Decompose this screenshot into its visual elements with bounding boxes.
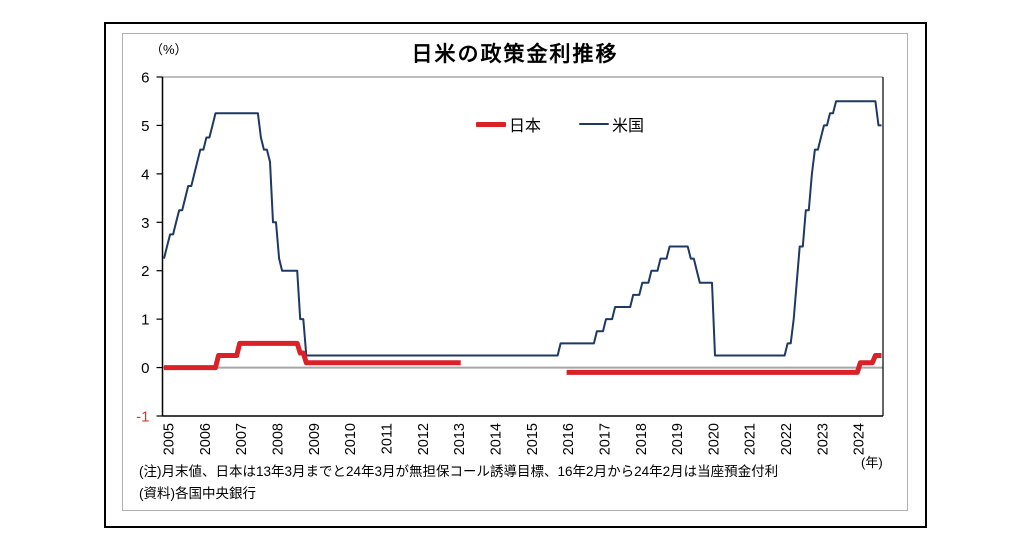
legend-item-us: 米国 <box>579 112 644 136</box>
source-text: (資料)各国中央銀行 <box>139 486 256 501</box>
y-tick-label: 1 <box>141 312 149 329</box>
x-axis-unit-label: (年) <box>861 455 883 470</box>
x-tick-label: 2015 <box>525 423 541 455</box>
x-tick-label: 2018 <box>634 423 650 455</box>
x-tick-label: 2006 <box>198 423 214 455</box>
x-tick-label: 2014 <box>488 423 504 455</box>
y-tick-label: 5 <box>141 118 149 135</box>
x-tick-label: 2016 <box>561 423 577 455</box>
chart-notes: (注)月末値、日本は13年3月までと24年3月が無担保コール誘導目標、16年2月… <box>139 461 839 505</box>
chart-legend: 日本 米国 <box>430 112 690 136</box>
x-tick-label: 2007 <box>234 423 250 455</box>
us-line <box>163 100 882 357</box>
chart-title: 日米の政策金利推移 <box>411 43 619 66</box>
legend-label-japan: 日本 <box>508 118 541 135</box>
y-tick-label: 3 <box>141 215 149 232</box>
x-tick-label: 2011 <box>379 423 395 454</box>
x-tick-label: 2021 <box>743 423 759 455</box>
japan-line <box>164 340 882 375</box>
legend-swatch-us <box>579 123 609 125</box>
y-tick-label: -1 <box>136 409 149 426</box>
y-tick-label: 4 <box>141 166 149 183</box>
legend-label-us: 米国 <box>612 118 645 135</box>
x-tick-label: 2008 <box>270 423 286 455</box>
x-tick-label: 2010 <box>343 423 359 455</box>
x-tick-label: 2024 <box>852 423 868 455</box>
x-tick-label: 2020 <box>706 423 722 455</box>
y-tick-label: 0 <box>141 360 149 377</box>
x-tick-label: 2013 <box>452 423 468 455</box>
x-tick-label: 2022 <box>779 423 795 455</box>
x-tick-label: 2017 <box>597 423 613 455</box>
note-text: (注)月末値、日本は13年3月までと24年3月が無担保コール誘導目標、16年2月… <box>139 464 779 479</box>
legend-item-japan: 日本 <box>475 112 541 136</box>
legend-swatch-japan <box>475 121 506 127</box>
y-tick-label: 6 <box>141 70 149 87</box>
x-tick-label: 2009 <box>307 423 323 455</box>
x-tick-label: 2023 <box>815 423 831 455</box>
x-tick-label: 2005 <box>162 423 178 455</box>
x-tick-label: 2019 <box>670 423 686 455</box>
y-tick-label: 2 <box>141 263 149 280</box>
y-axis-unit-label: （%） <box>150 42 188 57</box>
x-tick-label: 2012 <box>416 423 432 455</box>
